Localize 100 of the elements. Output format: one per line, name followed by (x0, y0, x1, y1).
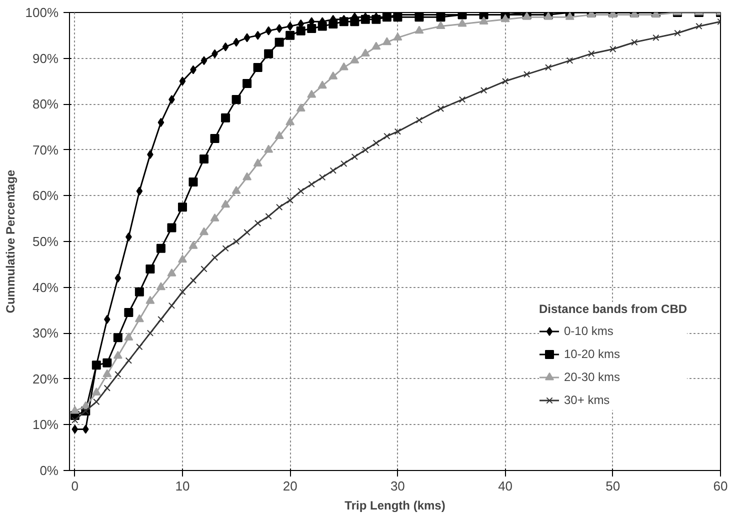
point (274, 131, 284, 139)
y-tick-label: 30% (32, 326, 59, 341)
point (502, 78, 509, 85)
point (200, 227, 209, 236)
x-tick-label: 10 (175, 478, 190, 494)
point (437, 105, 444, 112)
point (136, 186, 143, 196)
point (232, 238, 240, 245)
point (416, 116, 423, 124)
x-tick-label: 50 (606, 478, 620, 494)
point (114, 274, 122, 283)
legend-label: 10-20 kms (564, 347, 620, 361)
x-tick-label: 0 (71, 478, 78, 494)
point (188, 240, 198, 249)
point (72, 416, 78, 424)
point (286, 117, 295, 126)
point (588, 50, 595, 58)
point (178, 254, 187, 263)
point (156, 244, 166, 253)
point (339, 62, 348, 70)
y-tick-label: 100% (25, 5, 59, 20)
point (200, 154, 209, 164)
point (242, 78, 252, 88)
point (652, 34, 660, 42)
point (360, 48, 370, 57)
point (523, 71, 530, 78)
point (350, 17, 360, 26)
x-tick-label: 20 (282, 478, 298, 494)
point (318, 22, 327, 31)
point (566, 57, 574, 64)
x-tick-label: 60 (713, 478, 728, 494)
point (330, 167, 336, 174)
x-tick-label: 30 (390, 478, 405, 494)
point (328, 19, 338, 28)
point (124, 308, 134, 317)
point (264, 49, 274, 58)
point (146, 330, 154, 336)
legend-label: 30+ kms (564, 393, 610, 407)
point (296, 26, 306, 36)
legend-label: 0-10 kms (564, 324, 614, 338)
point (631, 38, 638, 46)
point (188, 177, 198, 186)
point (222, 245, 229, 252)
point (82, 424, 89, 434)
point (674, 30, 681, 36)
point (242, 172, 252, 180)
point (190, 277, 197, 284)
y-tick-label: 20% (32, 371, 59, 386)
point (210, 134, 220, 143)
point (393, 12, 402, 22)
point (146, 296, 155, 304)
point (125, 357, 132, 364)
point (134, 314, 144, 322)
point (307, 24, 316, 34)
point (382, 37, 392, 46)
point (253, 158, 262, 166)
point (296, 104, 306, 112)
point (222, 42, 229, 52)
point (102, 358, 112, 368)
point (92, 388, 101, 396)
legend-label: 20-30 kms (564, 370, 620, 384)
point (274, 38, 284, 47)
point (200, 56, 208, 66)
point (384, 132, 390, 140)
point (545, 64, 552, 71)
point (436, 21, 446, 30)
point (158, 316, 164, 323)
point (124, 332, 134, 340)
point (286, 196, 294, 204)
y-tick-label: 0% (40, 463, 59, 478)
point (286, 30, 295, 40)
x-axis-title: Trip Length (kms) (344, 498, 446, 512)
point (307, 90, 316, 98)
x-tick-label: 40 (498, 478, 513, 494)
point (210, 213, 220, 222)
point (168, 302, 176, 309)
point (104, 384, 110, 392)
point (104, 314, 110, 324)
point (276, 204, 283, 210)
point (362, 146, 369, 154)
point (565, 12, 574, 20)
y-axis-title: Cummulative Percentage (3, 169, 18, 314)
point (414, 12, 424, 22)
point (200, 266, 208, 272)
point (93, 398, 100, 406)
point (351, 153, 358, 160)
point (318, 80, 327, 89)
point (136, 344, 143, 350)
point (254, 220, 262, 227)
point (178, 202, 187, 212)
y-tick-label: 60% (32, 188, 59, 204)
point (167, 223, 176, 232)
point (113, 350, 122, 359)
point (264, 144, 274, 153)
point (328, 72, 338, 80)
point (265, 26, 272, 36)
point (211, 254, 218, 261)
point (458, 96, 466, 103)
point (339, 17, 348, 26)
point (319, 174, 326, 181)
